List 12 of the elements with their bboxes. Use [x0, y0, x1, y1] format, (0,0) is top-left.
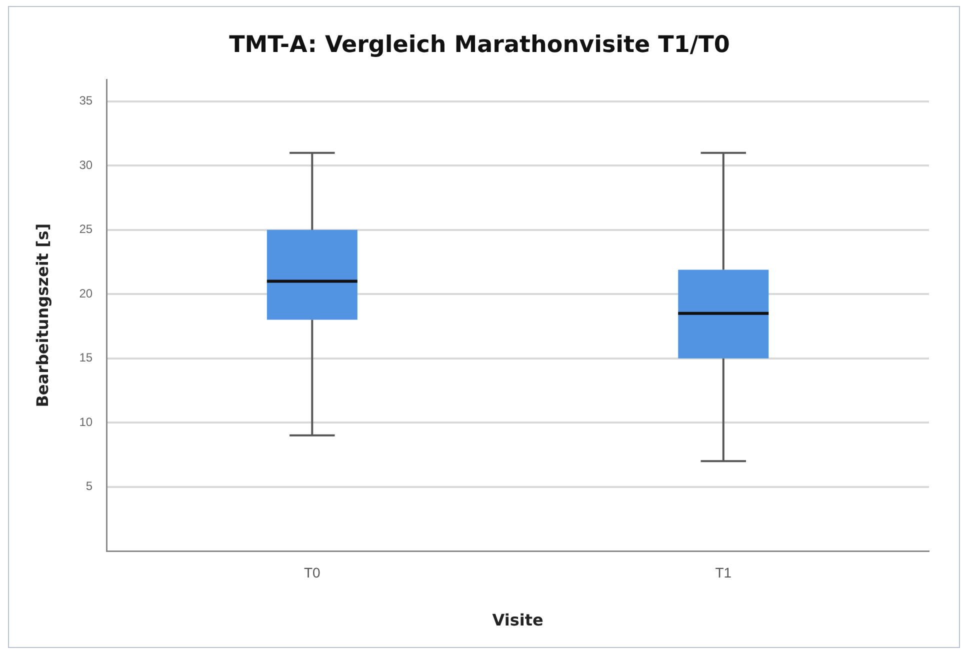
y-tick-label: 30 [79, 158, 93, 172]
y-tick-label: 25 [79, 222, 93, 236]
chart-title: TMT-A: Vergleich Marathonvisite T1/T0 [229, 32, 730, 58]
x-axis-title: Visite [492, 610, 544, 630]
y-tick-label: 5 [86, 479, 93, 494]
y-axis-title: Bearbeitungszeit [s] [32, 223, 52, 408]
y-tick-label: 10 [79, 414, 93, 429]
x-tick-label: T1 [715, 564, 732, 580]
y-tick-label: 35 [79, 94, 93, 108]
y-tick-label: 15 [79, 350, 93, 365]
x-tick-label: T0 [304, 564, 321, 580]
y-tick-label: 20 [79, 286, 93, 300]
